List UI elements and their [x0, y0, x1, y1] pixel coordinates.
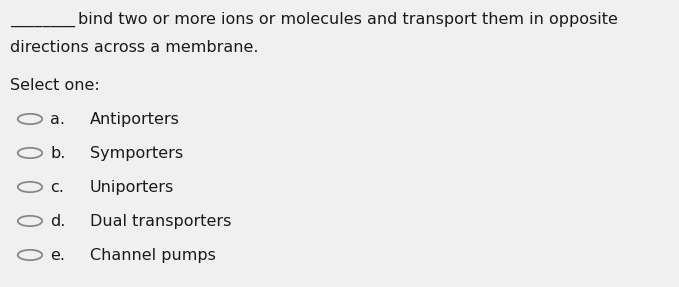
Text: c.: c. [50, 180, 64, 195]
Text: Symporters: Symporters [90, 146, 183, 161]
Text: Channel pumps: Channel pumps [90, 248, 216, 263]
Text: bind two or more ions or molecules and transport them in opposite: bind two or more ions or molecules and t… [78, 12, 618, 27]
Text: d.: d. [50, 214, 65, 229]
Text: e.: e. [50, 248, 65, 263]
Text: Select one:: Select one: [10, 78, 100, 93]
Text: directions across a membrane.: directions across a membrane. [10, 40, 259, 55]
Text: Uniporters: Uniporters [90, 180, 175, 195]
Text: Dual transporters: Dual transporters [90, 214, 232, 229]
Text: ________: ________ [10, 12, 75, 27]
Text: a.: a. [50, 112, 65, 127]
Text: b.: b. [50, 146, 65, 161]
Text: Antiporters: Antiporters [90, 112, 180, 127]
